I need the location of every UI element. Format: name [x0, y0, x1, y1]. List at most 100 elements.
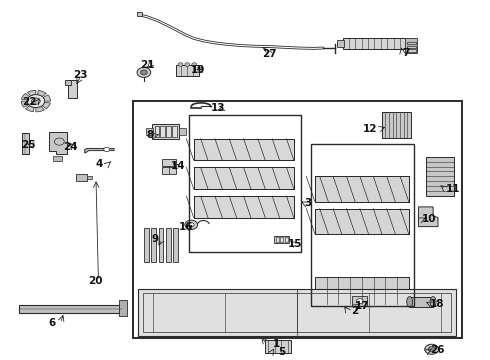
Polygon shape [418, 207, 438, 226]
Ellipse shape [430, 297, 436, 307]
Text: 11: 11 [445, 184, 460, 194]
Bar [22, 134, 28, 154]
Circle shape [425, 344, 439, 354]
Bar [352, 296, 367, 306]
Bar [276, 237, 279, 242]
Bar [274, 235, 289, 243]
Bar [280, 237, 283, 242]
Bar [147, 128, 153, 135]
Bar [194, 167, 294, 189]
Text: 15: 15 [288, 239, 302, 249]
Text: 25: 25 [21, 140, 36, 150]
Bar [189, 116, 301, 252]
Bar [172, 126, 176, 137]
Bar [159, 228, 163, 262]
Text: 23: 23 [73, 70, 88, 80]
Bar [315, 176, 409, 202]
Bar [265, 340, 292, 353]
Text: 19: 19 [191, 64, 206, 75]
Wedge shape [21, 101, 29, 107]
Text: 26: 26 [430, 345, 444, 355]
Bar [194, 196, 294, 218]
Bar [194, 139, 294, 160]
Ellipse shape [407, 297, 413, 307]
Bar [337, 40, 344, 47]
Text: 1: 1 [273, 339, 280, 349]
Text: 9: 9 [151, 234, 158, 244]
Text: 16: 16 [179, 222, 194, 232]
Wedge shape [22, 94, 30, 100]
Text: 12: 12 [363, 124, 377, 134]
Bar [407, 42, 416, 44]
Bar [139, 289, 456, 336]
Bar [166, 126, 171, 137]
Wedge shape [36, 107, 44, 112]
Circle shape [188, 223, 194, 227]
Wedge shape [42, 102, 50, 109]
Bar [285, 237, 288, 242]
Wedge shape [43, 95, 50, 101]
Text: 24: 24 [63, 142, 78, 152]
Text: 14: 14 [171, 161, 185, 171]
Bar [382, 112, 411, 138]
Bar [194, 167, 294, 189]
Text: 20: 20 [88, 276, 102, 286]
Bar [65, 80, 71, 85]
Bar [194, 196, 294, 218]
Bar [410, 297, 433, 307]
Bar [407, 45, 416, 48]
Circle shape [178, 63, 183, 66]
Bar [407, 49, 416, 51]
Text: 21: 21 [140, 60, 154, 70]
Bar [76, 174, 87, 181]
Text: 13: 13 [211, 103, 225, 113]
Bar [68, 80, 77, 98]
Bar [162, 167, 175, 174]
Bar [137, 12, 143, 17]
Bar [53, 156, 62, 161]
Text: 7: 7 [402, 48, 410, 58]
Text: 5: 5 [278, 347, 286, 357]
Polygon shape [120, 300, 127, 316]
Bar [19, 305, 122, 313]
Bar [315, 209, 409, 234]
Circle shape [27, 95, 45, 108]
Bar [144, 293, 451, 332]
Circle shape [185, 63, 190, 66]
Circle shape [356, 299, 363, 304]
Bar [315, 176, 409, 202]
Bar [144, 228, 149, 262]
Bar [162, 159, 175, 166]
Circle shape [104, 147, 110, 152]
Circle shape [192, 63, 196, 66]
Polygon shape [85, 148, 114, 153]
Bar [315, 209, 409, 234]
Text: 2: 2 [351, 306, 359, 316]
Circle shape [31, 98, 40, 104]
Bar [173, 228, 178, 262]
Bar [179, 128, 186, 135]
Bar [343, 39, 406, 49]
Bar [194, 139, 294, 160]
Text: 3: 3 [305, 198, 312, 208]
Text: 8: 8 [146, 130, 153, 140]
Bar [155, 126, 159, 137]
Text: 10: 10 [422, 215, 437, 224]
Circle shape [428, 347, 435, 352]
Circle shape [141, 70, 147, 75]
Text: 4: 4 [96, 159, 103, 169]
Text: 27: 27 [262, 49, 277, 59]
Bar [405, 39, 417, 53]
Wedge shape [37, 90, 46, 96]
Text: 17: 17 [355, 301, 369, 311]
Circle shape [137, 67, 151, 77]
Text: 6: 6 [49, 319, 56, 328]
Bar [426, 157, 454, 196]
Bar [175, 64, 199, 76]
Wedge shape [25, 106, 34, 112]
Circle shape [185, 220, 197, 229]
Bar [160, 126, 165, 137]
Text: 22: 22 [22, 97, 36, 107]
Text: 18: 18 [430, 299, 444, 309]
Bar [315, 277, 409, 304]
